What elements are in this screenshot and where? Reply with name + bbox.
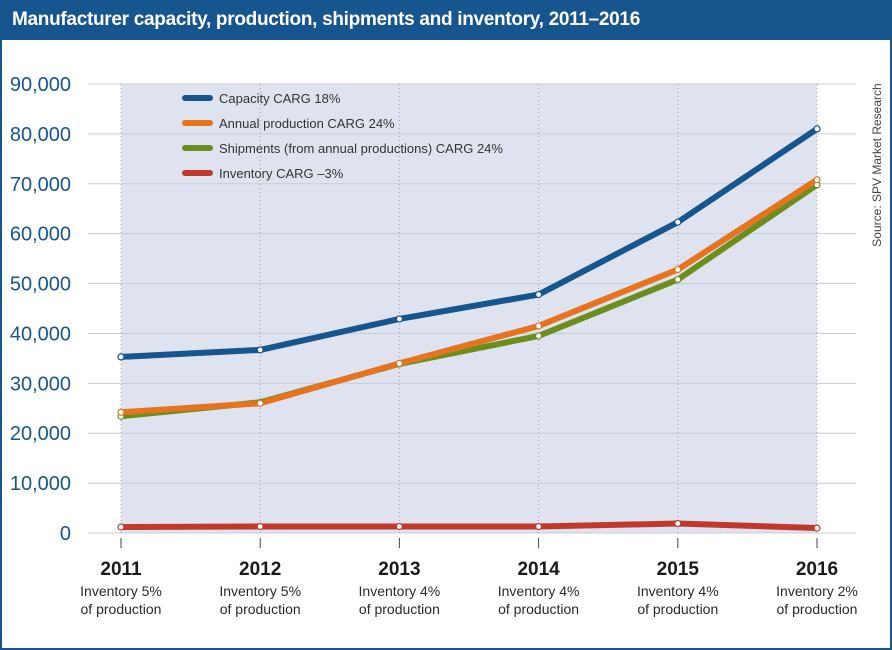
- data-point: [117, 523, 125, 531]
- x-sublabel: Inventory 4%: [637, 583, 719, 599]
- series-line: [118, 125, 820, 360]
- chart-title: Manufacturer capacity, production, shipm…: [12, 9, 640, 30]
- data-point: [674, 519, 682, 528]
- x-sublabel: of production: [359, 601, 440, 617]
- y-tick-label: 60,000: [10, 224, 71, 246]
- data-point: [534, 332, 543, 340]
- y-tick-label: 40,000: [10, 323, 71, 345]
- series-line: [118, 520, 820, 532]
- data-point: [256, 522, 264, 531]
- x-sublabel: Inventory 5%: [219, 583, 301, 599]
- data-point: [534, 290, 543, 299]
- data-point: [813, 176, 821, 184]
- y-tick-label: 0: [60, 523, 71, 545]
- title-bar: Manufacturer capacity, production, shipm…: [2, 2, 890, 40]
- y-tick-label: 30,000: [10, 373, 71, 395]
- x-tick-label: 2011: [100, 559, 142, 580]
- data-point: [813, 524, 821, 532]
- data-point: [395, 522, 403, 531]
- data-point: [674, 265, 682, 274]
- legend-label: Annual production CARG 24%: [219, 116, 395, 131]
- data-point: [674, 218, 682, 226]
- y-tick-label: 90,000: [10, 74, 71, 96]
- y-tick-label: 70,000: [10, 174, 71, 196]
- data-point: [534, 322, 543, 330]
- x-tick-label: 2015: [657, 559, 700, 580]
- x-sublabel: of production: [220, 601, 301, 617]
- legend-label: Inventory CARG –3%: [219, 166, 344, 181]
- data-point: [256, 346, 264, 354]
- y-tick-label: 80,000: [10, 124, 71, 146]
- data-point: [813, 125, 821, 133]
- x-sublabel: Inventory 4%: [359, 583, 441, 599]
- x-sublabel: Inventory 4%: [498, 583, 580, 599]
- data-point: [117, 408, 125, 416]
- y-tick-label: 10,000: [10, 473, 71, 495]
- x-sublabel: Inventory 2%: [776, 583, 858, 599]
- data-point: [256, 399, 264, 407]
- x-tick-label: 2014: [517, 559, 560, 580]
- x-sublabel: Inventory 5%: [80, 583, 162, 599]
- y-tick-label: 20,000: [10, 423, 71, 445]
- x-sublabel: of production: [637, 601, 718, 617]
- y-tick-label: 50,000: [10, 274, 71, 296]
- x-sublabel: of production: [777, 601, 858, 617]
- x-tick-label: 2012: [239, 559, 281, 580]
- data-point: [395, 315, 403, 323]
- legend-label: Capacity CARG 18%: [219, 91, 341, 106]
- data-point: [117, 353, 125, 361]
- data-point: [534, 522, 543, 531]
- x-tick-label: 2013: [378, 559, 420, 580]
- x-sublabel: of production: [498, 601, 579, 617]
- data-point: [674, 275, 682, 284]
- x-tick-label: 2016: [796, 559, 838, 580]
- source-note: Source: SPV Market Research: [870, 83, 884, 246]
- data-point: [395, 359, 403, 367]
- x-sublabel: of production: [81, 601, 162, 617]
- series-line: [118, 176, 820, 416]
- legend-label: Shipments (from annual productions) CARG…: [219, 141, 503, 156]
